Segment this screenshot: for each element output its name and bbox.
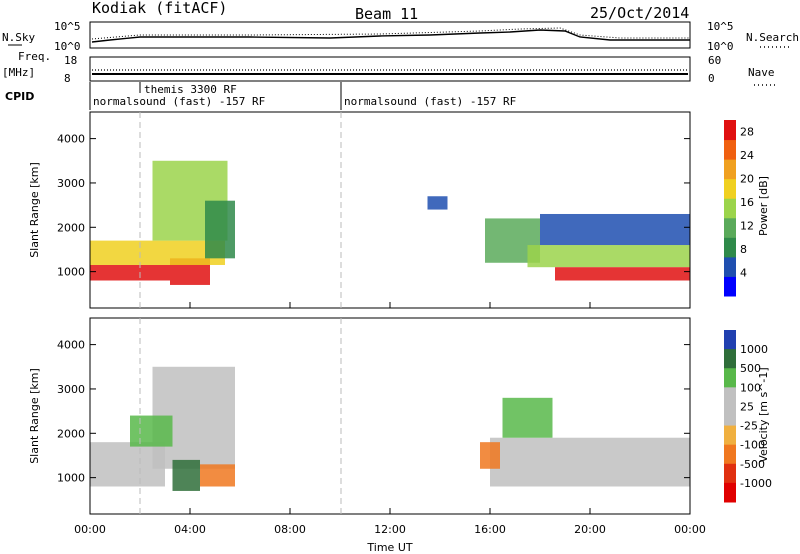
power-panel: 1000 2000 3000 4000 Slant Range [km] bbox=[28, 111, 691, 309]
power-scatter-region-6 bbox=[527, 245, 690, 268]
velocity-colorbar-tick-2: 100 bbox=[740, 381, 761, 394]
power-colorbar-tick-5: 24 bbox=[740, 149, 754, 162]
noise-right-tick-top: 10^5 bbox=[707, 20, 734, 33]
xtick-label-1: 04:00 bbox=[174, 523, 206, 536]
velocity-colorbar-tick-1: 500 bbox=[740, 362, 761, 375]
freq-right-tick-top: 60 bbox=[708, 54, 721, 67]
nsearch-label: N.Search bbox=[746, 31, 799, 44]
velocity-colorbar-segment-0 bbox=[724, 330, 736, 350]
velocity-ytick-label-3: 4000 bbox=[57, 339, 85, 352]
velocity-colorbar-segment-5 bbox=[724, 425, 736, 446]
power-colorbar-tick-3: 16 bbox=[740, 196, 754, 209]
noise-panel: 10^5 10^0 10^5 10^0 bbox=[54, 20, 734, 53]
power-colorbar-segment-8 bbox=[724, 120, 736, 141]
velocity-scatter-region-4 bbox=[130, 415, 173, 447]
time-axis: 00:00 04:00 08:00 12:00 16:00 20:00 00:00 bbox=[74, 302, 706, 536]
noise-search-series bbox=[91, 27, 690, 40]
velocity-colorbar: 1000 500 100 25 -25 -100 -500 -1000 bbox=[724, 330, 772, 503]
velocity-ytick-label-2: 3000 bbox=[57, 383, 85, 396]
power-colorbar-segment-2 bbox=[724, 237, 736, 258]
freq-label: Freq. bbox=[18, 50, 51, 63]
power-colorbar-tick-1: 8 bbox=[740, 243, 747, 256]
power-ytick-label-1: 2000 bbox=[57, 221, 85, 234]
power-ytick-label-0: 1000 bbox=[57, 266, 85, 279]
velocity-colorbar-tick-0: 1000 bbox=[740, 343, 768, 356]
cpid-segment-2: normalsound (fast) -157 RF bbox=[344, 95, 516, 108]
velocity-colorbar-segment-3 bbox=[724, 387, 736, 407]
velocity-colorbar-segment-7 bbox=[724, 463, 736, 484]
velocity-ylabel: Slant Range [km] bbox=[28, 368, 41, 464]
power-colorbar-tick-0: 4 bbox=[740, 267, 747, 280]
noise-left-tick-top: 10^5 bbox=[54, 20, 81, 33]
xtick-label-3: 12:00 bbox=[374, 523, 406, 536]
freq-right-tick-bottom: 0 bbox=[708, 72, 715, 85]
cpid-label: CPID bbox=[5, 90, 34, 103]
velocity-ytick-label-1: 2000 bbox=[57, 427, 85, 440]
power-ytick-label-2: 3000 bbox=[57, 177, 85, 190]
cpid-panel: themis 3300 RF normalsound (fast) -157 R… bbox=[89, 82, 516, 110]
power-colorbar-segment-5 bbox=[724, 178, 736, 199]
freq-left-tick-top: 18 bbox=[64, 54, 77, 67]
power-colorbar-tick-2: 12 bbox=[740, 220, 754, 233]
nave-label: Nave bbox=[748, 66, 775, 79]
xtick-label-2: 08:00 bbox=[274, 523, 306, 536]
velocity-colorbar-tick-7: -1000 bbox=[740, 477, 772, 490]
velocity-colorbar-label: Velocity [m s^-1] bbox=[757, 367, 770, 462]
power-colorbar-segment-1 bbox=[724, 256, 736, 277]
velocity-scatter-region-7 bbox=[502, 397, 553, 438]
velocity-colorbar-tick-3: 25 bbox=[740, 400, 754, 413]
power-ytick-label-3: 4000 bbox=[57, 133, 85, 146]
power-scatter-region-0 bbox=[90, 264, 170, 281]
cpid-segment-1: normalsound (fast) -157 RF bbox=[93, 95, 265, 108]
time-axis-label: Time UT bbox=[366, 541, 412, 554]
xtick-label-0: 00:00 bbox=[74, 523, 106, 536]
velocity-colorbar-segment-1 bbox=[724, 349, 736, 369]
noise-sky-series bbox=[91, 29, 690, 43]
velocity-colorbar-segment-4 bbox=[724, 406, 736, 427]
power-colorbar-segment-0 bbox=[724, 276, 736, 297]
xtick-label-5: 20:00 bbox=[574, 523, 606, 536]
power-colorbar-segment-6 bbox=[724, 159, 736, 180]
velocity-scatter-region-6 bbox=[480, 442, 500, 469]
velocity-ytick-label-0: 1000 bbox=[57, 472, 85, 485]
noise-right-tick-bottom: 10^0 bbox=[707, 40, 734, 53]
velocity-scatter-region-2 bbox=[172, 459, 200, 491]
power-ylabel: Slant Range [km] bbox=[28, 162, 41, 258]
velocity-scatter-region-3 bbox=[200, 464, 235, 487]
beam-title: Beam 11 bbox=[355, 5, 418, 23]
power-colorbar-segment-4 bbox=[724, 198, 736, 219]
velocity-colorbar-tick-5: -100 bbox=[740, 439, 765, 452]
power-scatter-region-4 bbox=[205, 200, 235, 259]
freq-left-tick-bottom: 8 bbox=[64, 72, 71, 85]
velocity-colorbar-tick-4: -25 bbox=[740, 420, 758, 433]
freq-unit-label: [MHz] bbox=[2, 66, 35, 79]
velocity-colorbar-segment-6 bbox=[724, 444, 736, 465]
power-colorbar-tick-4: 20 bbox=[740, 173, 754, 186]
power-scatter-region-7 bbox=[555, 267, 690, 281]
noise-left-tick-bottom: 10^0 bbox=[54, 40, 81, 53]
power-colorbar-tick-6: 28 bbox=[740, 126, 754, 139]
xtick-label-4: 16:00 bbox=[474, 523, 506, 536]
nsky-label: N.Sky bbox=[2, 31, 35, 44]
velocity-panel: 1000 2000 3000 4000 Slant Range [km] bbox=[28, 317, 691, 515]
cpid-segment-themis: themis 3300 RF bbox=[144, 83, 237, 96]
power-colorbar-segment-3 bbox=[724, 217, 736, 238]
velocity-colorbar-segment-8 bbox=[724, 482, 736, 503]
power-scatter-region-2 bbox=[90, 240, 225, 265]
power-colorbar-label: Power [dB] bbox=[757, 176, 770, 236]
xtick-label-6: 00:00 bbox=[674, 523, 706, 536]
velocity-scatter-region-5 bbox=[490, 437, 690, 487]
date-title: 25/Oct/2014 bbox=[590, 4, 689, 22]
freq-panel: 18 8 60 0 bbox=[64, 54, 721, 85]
power-scatter-region-9 bbox=[427, 196, 448, 210]
power-colorbar-segment-7 bbox=[724, 139, 736, 160]
power-colorbar: 4 8 12 16 20 24 28 bbox=[724, 120, 754, 297]
velocity-colorbar-segment-2 bbox=[724, 368, 736, 388]
station-title: Kodiak (fitACF) bbox=[92, 0, 227, 17]
power-scatter-region-8 bbox=[540, 213, 690, 246]
velocity-colorbar-tick-6: -500 bbox=[740, 458, 765, 471]
